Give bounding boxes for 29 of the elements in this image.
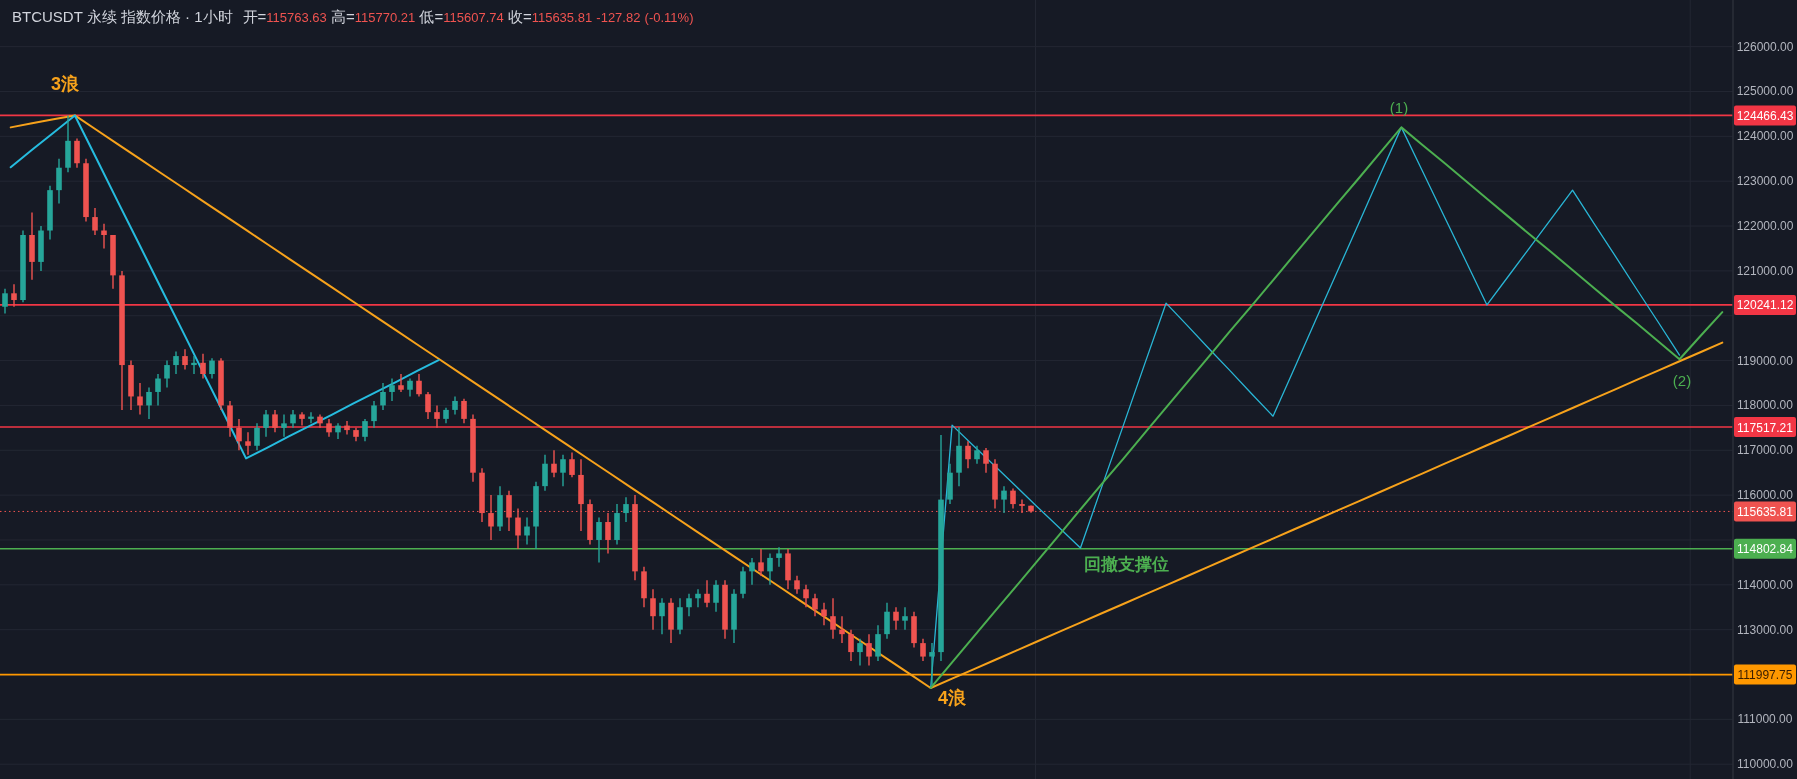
annotation: (1) (1389, 99, 1409, 116)
y-tick-label: 117000.00 (1737, 443, 1794, 458)
y-tick-label: 124000.00 (1736, 129, 1794, 144)
y-tick-label: 121000.00 (1736, 263, 1794, 278)
annotation: 3浪 (50, 74, 80, 94)
y-tick-label: 118000.00 (1737, 398, 1794, 413)
ref-line-label: 111997.75 (1737, 668, 1793, 683)
text: BTCUSDT 永续 指数价格 · 1小时 (12, 8, 233, 25)
y-tick-label: 113000.00 (1737, 622, 1794, 637)
y-tick-label: 116000.00 (1737, 488, 1794, 503)
annotation: 4浪 (937, 688, 967, 708)
annotation: (2) (1672, 372, 1692, 389)
ref-line-label: 114802.84 (1737, 542, 1794, 557)
y-tick-label: 114000.00 (1737, 577, 1794, 592)
ref-line-label: 120241.12 (1736, 298, 1794, 313)
ref-line-label: 117517.21 (1737, 420, 1794, 435)
annotation: 回撤支撑位 (1083, 555, 1169, 574)
y-tick-label: 123000.00 (1736, 174, 1794, 189)
y-tick-label: 125000.00 (1736, 84, 1794, 99)
line-series (9, 114, 440, 460)
y-tick-label: 126000.00 (1736, 39, 1794, 54)
y-tick-label: 111000.00 (1737, 712, 1793, 727)
y-tick-label: 119000.00 (1737, 353, 1794, 368)
line-series (9, 114, 1724, 689)
text: 开=115763.63 高=115770.21 低=115607.74 收=115635.81 -127.82 (-0.11%) (242, 8, 694, 25)
ref-line-label: 124466.43 (1736, 108, 1794, 123)
y-tick-label: 122000.00 (1736, 219, 1794, 234)
y-tick-label: 110000.00 (1737, 757, 1794, 772)
ref-line-label: 115635.81 (1737, 504, 1794, 519)
